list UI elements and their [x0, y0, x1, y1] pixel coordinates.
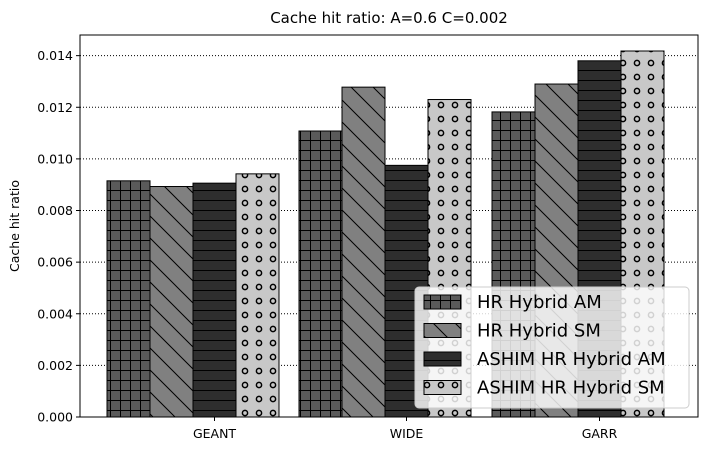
chart-title: Cache hit ratio: A=0.6 C=0.002	[270, 9, 508, 27]
y-tick-label: 0.006	[37, 255, 73, 270]
y-tick-label: 0.010	[37, 151, 73, 166]
y-tick-label: 0.000	[37, 410, 73, 425]
bar-hr-hybrid-am-wide	[298, 130, 343, 418]
legend-label: ASHIM HR Hybrid SM	[477, 378, 665, 399]
y-axis-label: Cache hit ratio	[7, 180, 22, 272]
legend-label: HR Hybrid AM	[477, 292, 602, 313]
bar-hr-hybrid-sm-geant	[149, 186, 194, 418]
bar-ashim-hr-hybrid-sm-geant	[235, 173, 280, 418]
bar-ashim-hr-hybrid-am-geant	[192, 182, 237, 418]
legend-label: HR Hybrid SM	[477, 321, 601, 342]
x-tick-label: WIDE	[390, 426, 424, 441]
x-axis-ticks: GEANT WIDE GARR	[193, 417, 618, 441]
legend-swatch	[423, 323, 462, 338]
legend-label: ASHIM HR Hybrid AM	[477, 349, 666, 370]
y-tick-label: 0.008	[37, 203, 73, 218]
legend-swatch	[423, 351, 462, 367]
legend-swatch	[423, 294, 462, 310]
y-axis-ticks: 0.000 0.002 0.004 0.006 0.008 0.010 0.012 0.014	[37, 48, 80, 425]
y-tick-label: 0.012	[37, 100, 73, 115]
legend: HR Hybrid AM HR Hybrid SM ASHIM HR Hybrid …	[414, 286, 690, 409]
y-tick-label: 0.002	[37, 358, 73, 373]
y-tick-label: 0.014	[37, 48, 73, 63]
plot-frame	[79, 34, 699, 418]
legend-box	[414, 286, 690, 409]
y-tick-label: 0.004	[37, 306, 73, 321]
bar-hr-hybrid-am-geant	[106, 180, 151, 418]
legend-swatch	[423, 380, 462, 395]
x-tick-label: GARR	[582, 426, 618, 441]
bar-hr-hybrid-sm-wide	[341, 86, 386, 418]
x-tick-label: GEANT	[193, 426, 236, 441]
